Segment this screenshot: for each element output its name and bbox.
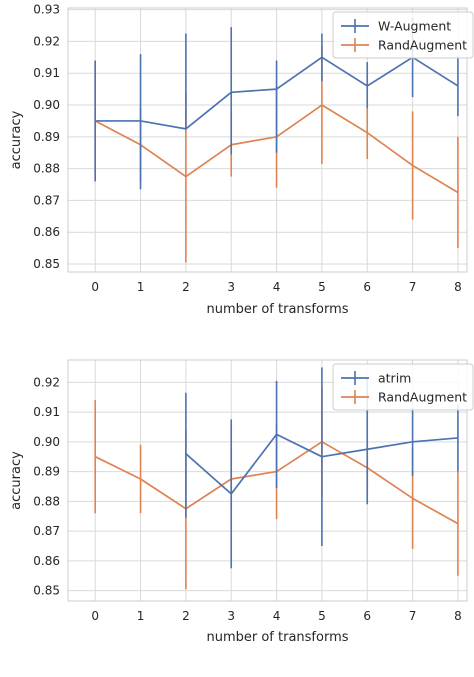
y-tick-label: 0.93 [33,3,60,17]
x-tick-label: 7 [409,280,417,294]
x-tick-label: 5 [318,609,326,623]
y-axis-label: accuracy [9,451,24,510]
x-tick-label: 8 [454,280,462,294]
chart-panel-1: 0 1 2 3 4 5 6 7 8 0.85 0.86 0.87 0.88 0.89 0.90 0.91 0.9… [9,3,474,317]
x-axis-label: number of transforms [206,630,348,645]
series-w-augment [94,17,459,190]
legend: atrim RandAugment [332,363,474,411]
y-tick-label: 0.89 [33,130,60,144]
y-tick-label: 0.85 [33,584,60,598]
x-tick-label: 1 [137,609,145,623]
legend-box [332,11,474,59]
x-tick-label: 2 [182,280,190,294]
y-tick-label: 0.88 [33,162,60,176]
y-tick-label: 0.91 [33,405,60,419]
series-line [95,56,459,130]
x-axis-label: number of transforms [206,302,348,317]
x-tick-label: 0 [91,609,99,623]
legend-label: RandAugment [378,390,467,405]
y-tick-label: 0.87 [33,193,60,207]
x-tick-label: 1 [137,280,145,294]
legend-box [332,363,474,411]
y-tick-label: 0.87 [33,524,60,538]
x-tick-label: 0 [91,280,99,294]
x-tick-label: 2 [182,609,190,623]
x-tick-label: 4 [273,609,281,623]
legend-label: W-Augment [378,19,451,34]
legend-label: RandAugment [378,38,467,53]
y-tick-label: 0.91 [33,66,60,80]
y-tick-label: 0.88 [33,494,60,508]
chart-panel-2: 0 1 2 3 4 5 6 7 8 0.85 0.86 0.87 0.88 0.89 0.90 0.91 0.9… [9,359,474,645]
series-atrim [185,367,459,569]
plot-frame [67,359,468,602]
x-tick-label: 3 [227,609,235,623]
y-tick-label: 0.92 [33,34,60,48]
x-tick-label: 5 [318,280,326,294]
x-tick-label: 7 [409,609,417,623]
y-tick-label: 0.89 [33,465,60,479]
plot-frame [67,7,468,273]
x-tick-label: 8 [454,609,462,623]
x-tick-label: 6 [363,609,371,623]
y-tick-label: 0.86 [33,554,60,568]
legend: W-Augment RandAugment [332,11,474,59]
y-tick-label: 0.86 [33,225,60,239]
y-axis-label: accuracy [9,110,24,169]
y-tick-label: 0.90 [33,98,60,112]
x-tick-label: 4 [273,280,281,294]
series-line [185,433,459,495]
y-tick-label: 0.90 [33,435,60,449]
y-tick-label: 0.85 [33,257,60,271]
legend-label: atrim [378,371,411,386]
x-tick-label: 3 [227,280,235,294]
y-tick-label: 0.92 [33,375,60,389]
x-tick-label: 6 [363,280,371,294]
